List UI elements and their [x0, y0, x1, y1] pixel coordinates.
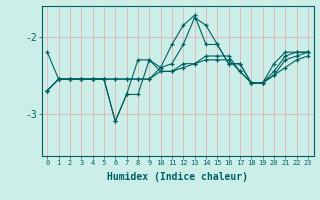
X-axis label: Humidex (Indice chaleur): Humidex (Indice chaleur) — [107, 172, 248, 182]
